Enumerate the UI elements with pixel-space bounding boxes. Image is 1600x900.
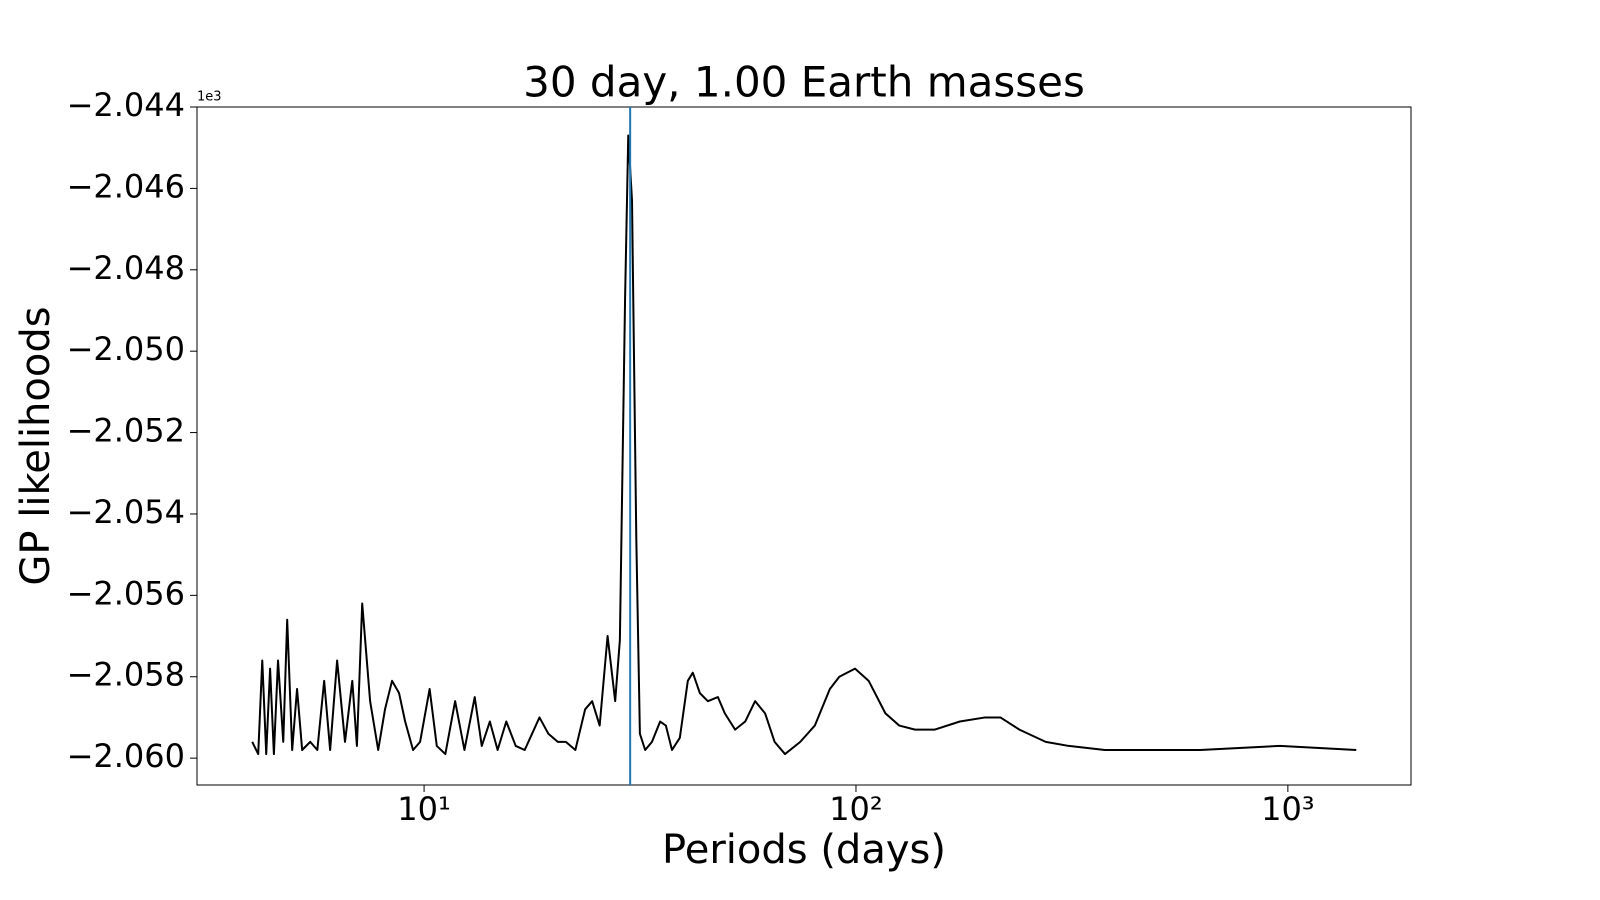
y-tick-label: −2.046: [67, 167, 185, 205]
y-tick-label: −2.056: [67, 574, 185, 612]
y-tick-label: −2.052: [67, 412, 185, 450]
y-tick-label: −2.050: [67, 330, 185, 368]
x-tick-label: 10²: [829, 790, 883, 828]
x-tick-label: 10³: [1261, 790, 1315, 828]
chart-title: 30 day, 1.00 Earth masses: [523, 58, 1085, 107]
y-tick-label: −2.044: [67, 86, 185, 124]
y-axis-label: GP likelihoods: [13, 306, 59, 585]
y-tick-label: −2.060: [67, 737, 185, 775]
y-tick-label: −2.058: [67, 656, 185, 694]
y-offset-label: 1e3: [197, 90, 222, 105]
x-axis-label: Periods (days): [662, 827, 946, 873]
y-tick-label: −2.054: [67, 493, 185, 531]
x-tick-label: 10¹: [397, 790, 451, 828]
y-tick-label: −2.048: [67, 249, 185, 287]
plot-frame: [196, 106, 1412, 786]
data-line: [251, 134, 1357, 756]
